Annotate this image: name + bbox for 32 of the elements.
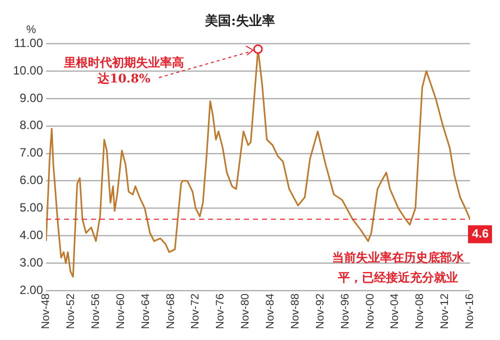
x-tick-label: Nov-64 bbox=[140, 294, 152, 330]
x-tick-label: Nov-88 bbox=[289, 294, 302, 330]
chart-title: 美国:失业率 bbox=[204, 13, 275, 30]
y-tick-label: 9.00 bbox=[20, 90, 44, 105]
x-tick-label: Nov-56 bbox=[90, 294, 102, 330]
ref-line-label: 4.6 bbox=[472, 226, 490, 241]
x-tick-label: Nov-08 bbox=[414, 294, 426, 330]
y-tick-label: 7.00 bbox=[20, 146, 44, 160]
x-tick-label: Nov-48 bbox=[40, 294, 52, 330]
x-tick-label: Nov-72 bbox=[190, 294, 202, 330]
y-axis-title: % bbox=[26, 24, 36, 36]
x-tick-label: Nov-96 bbox=[339, 294, 352, 330]
y-tick-label: 6.00 bbox=[20, 173, 44, 188]
x-tick-label: Nov-92 bbox=[314, 294, 326, 330]
y-tick-label: 10.00 bbox=[13, 63, 44, 78]
y-tick-label: 11.00 bbox=[14, 36, 44, 50]
y-tick-label: 8.00 bbox=[20, 118, 44, 132]
x-tick-label: Nov-12 bbox=[439, 294, 452, 330]
x-tick-label: Nov-80 bbox=[240, 294, 252, 330]
x-tick-label: Nov-00 bbox=[364, 294, 376, 330]
y-tick-label: 3.00 bbox=[20, 255, 44, 270]
annotation: 当前失业率在历史底部水平，已经接近充分就业 bbox=[332, 250, 465, 285]
x-tick-label: Nov-04 bbox=[389, 294, 402, 330]
x-tick-label: Nov-68 bbox=[164, 294, 177, 330]
x-tick-label: Nov-60 bbox=[114, 294, 127, 330]
x-tick-label: Nov-84 bbox=[264, 294, 277, 330]
annotation: 里根时代初期失业率高达10.8% bbox=[63, 56, 184, 86]
x-tick-label: Nov-76 bbox=[214, 294, 227, 330]
y-tick-label: 5.00 bbox=[20, 200, 44, 215]
x-tick-label: Nov-52 bbox=[65, 294, 77, 330]
y-tick-label: 4.00 bbox=[20, 228, 44, 242]
x-tick-label: Nov-16 bbox=[464, 294, 476, 330]
